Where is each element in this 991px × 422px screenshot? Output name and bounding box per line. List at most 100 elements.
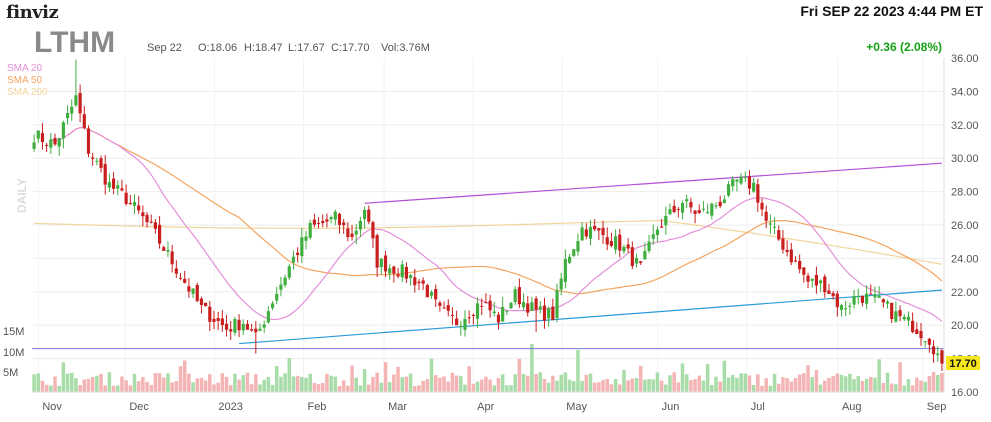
volume-bar bbox=[454, 375, 459, 392]
volume-bar bbox=[818, 384, 823, 392]
finviz-logo[interactable]: finviz bbox=[6, 2, 59, 23]
volume-bar bbox=[86, 378, 91, 392]
volume-bar bbox=[40, 380, 45, 392]
volume-bar bbox=[362, 369, 367, 392]
y-tick-label: 32.00 bbox=[951, 120, 979, 132]
candle-body bbox=[823, 276, 827, 293]
candle-body bbox=[53, 137, 57, 145]
candle-body bbox=[383, 255, 388, 272]
candle-body bbox=[643, 250, 647, 260]
volume-bar bbox=[764, 378, 768, 392]
volume-bar bbox=[304, 377, 308, 392]
volume-bar bbox=[36, 373, 41, 392]
volume-bar bbox=[166, 373, 170, 392]
volume-bar bbox=[442, 376, 446, 392]
candle-body bbox=[555, 290, 559, 318]
volume-bar bbox=[735, 377, 739, 392]
candle-body bbox=[639, 261, 643, 263]
candle-body bbox=[890, 302, 894, 319]
last-price-label: 17.70 bbox=[949, 358, 977, 370]
candle-body bbox=[580, 227, 584, 241]
legend-sma-200: SMA 200 bbox=[7, 87, 48, 98]
volume-bar bbox=[295, 375, 300, 392]
candle-body bbox=[74, 95, 78, 106]
volume-bar bbox=[99, 374, 103, 392]
volume-bar bbox=[580, 381, 584, 392]
candle-body bbox=[781, 238, 785, 250]
candle-body bbox=[367, 209, 371, 222]
volume-bar bbox=[843, 376, 848, 392]
volume-bar bbox=[693, 379, 697, 392]
candle-body bbox=[329, 217, 333, 220]
candle-body bbox=[396, 274, 400, 277]
trendlines bbox=[32, 162, 944, 350]
volume-bar bbox=[534, 374, 538, 392]
volume-bar bbox=[768, 385, 773, 392]
volume-bar bbox=[496, 378, 501, 392]
volume-bar bbox=[827, 378, 831, 392]
candle-body bbox=[726, 184, 731, 196]
candle-body bbox=[425, 285, 429, 298]
price-change: +0.36 (2.08%) bbox=[866, 40, 942, 54]
volume-bar bbox=[283, 373, 287, 392]
candle-body bbox=[362, 209, 367, 220]
candle-body bbox=[49, 139, 53, 148]
candle-body bbox=[153, 222, 158, 229]
volume-bar bbox=[760, 385, 764, 392]
y-tick-label: 34.00 bbox=[951, 86, 979, 98]
candle-body bbox=[346, 228, 350, 238]
volume-bar bbox=[797, 374, 802, 392]
volume-bar bbox=[517, 358, 522, 392]
candle-body bbox=[526, 303, 530, 313]
x-tick-label: Mar bbox=[388, 401, 407, 413]
candle-body bbox=[567, 256, 572, 263]
volume-bar bbox=[869, 376, 873, 392]
volume-bar bbox=[785, 378, 789, 392]
candle-body bbox=[463, 318, 467, 330]
volume-bar bbox=[78, 385, 82, 392]
candle-body bbox=[881, 299, 885, 303]
candle-body bbox=[651, 234, 655, 239]
candle-body bbox=[668, 209, 672, 215]
volume-bar bbox=[910, 385, 915, 392]
candle-body bbox=[178, 277, 183, 279]
candle-body bbox=[588, 226, 593, 239]
candle-body bbox=[438, 302, 442, 306]
y-tick-label: 26.00 bbox=[951, 220, 979, 232]
volume-bar bbox=[354, 377, 358, 392]
volume-bar bbox=[95, 375, 99, 392]
volume-bar bbox=[467, 366, 471, 392]
candle-body bbox=[793, 260, 798, 262]
volume-bar bbox=[425, 379, 430, 392]
candle-body bbox=[689, 202, 693, 208]
volume-bar bbox=[383, 362, 388, 392]
volume-bar bbox=[479, 379, 484, 392]
volume-bar bbox=[538, 372, 543, 392]
candle-body bbox=[442, 307, 446, 309]
volume-bar bbox=[889, 383, 894, 392]
candle-body bbox=[869, 293, 873, 295]
volume-bar bbox=[672, 372, 676, 392]
volume-bar bbox=[747, 375, 752, 392]
candle-body bbox=[680, 203, 685, 213]
volume-bar bbox=[634, 378, 639, 392]
volume-bar bbox=[270, 384, 275, 392]
volume-bar bbox=[320, 382, 325, 392]
volume-bar bbox=[551, 375, 555, 392]
candle-body bbox=[848, 305, 852, 307]
candle-body bbox=[601, 227, 605, 236]
volume-bar bbox=[601, 380, 605, 392]
candle-body bbox=[831, 293, 835, 297]
volume-bar bbox=[559, 374, 563, 392]
volume-bar bbox=[902, 385, 907, 392]
volume-bar bbox=[417, 385, 421, 392]
candle-body bbox=[672, 205, 676, 213]
volume-bar bbox=[245, 372, 250, 392]
candle-body bbox=[685, 199, 689, 202]
sma-200-line bbox=[34, 219, 943, 265]
candle-body bbox=[923, 341, 927, 343]
volume-bar bbox=[90, 377, 95, 392]
x-tick-label: 2023 bbox=[218, 401, 242, 413]
period-label: DAILY bbox=[15, 178, 29, 213]
candle-body bbox=[735, 179, 739, 182]
